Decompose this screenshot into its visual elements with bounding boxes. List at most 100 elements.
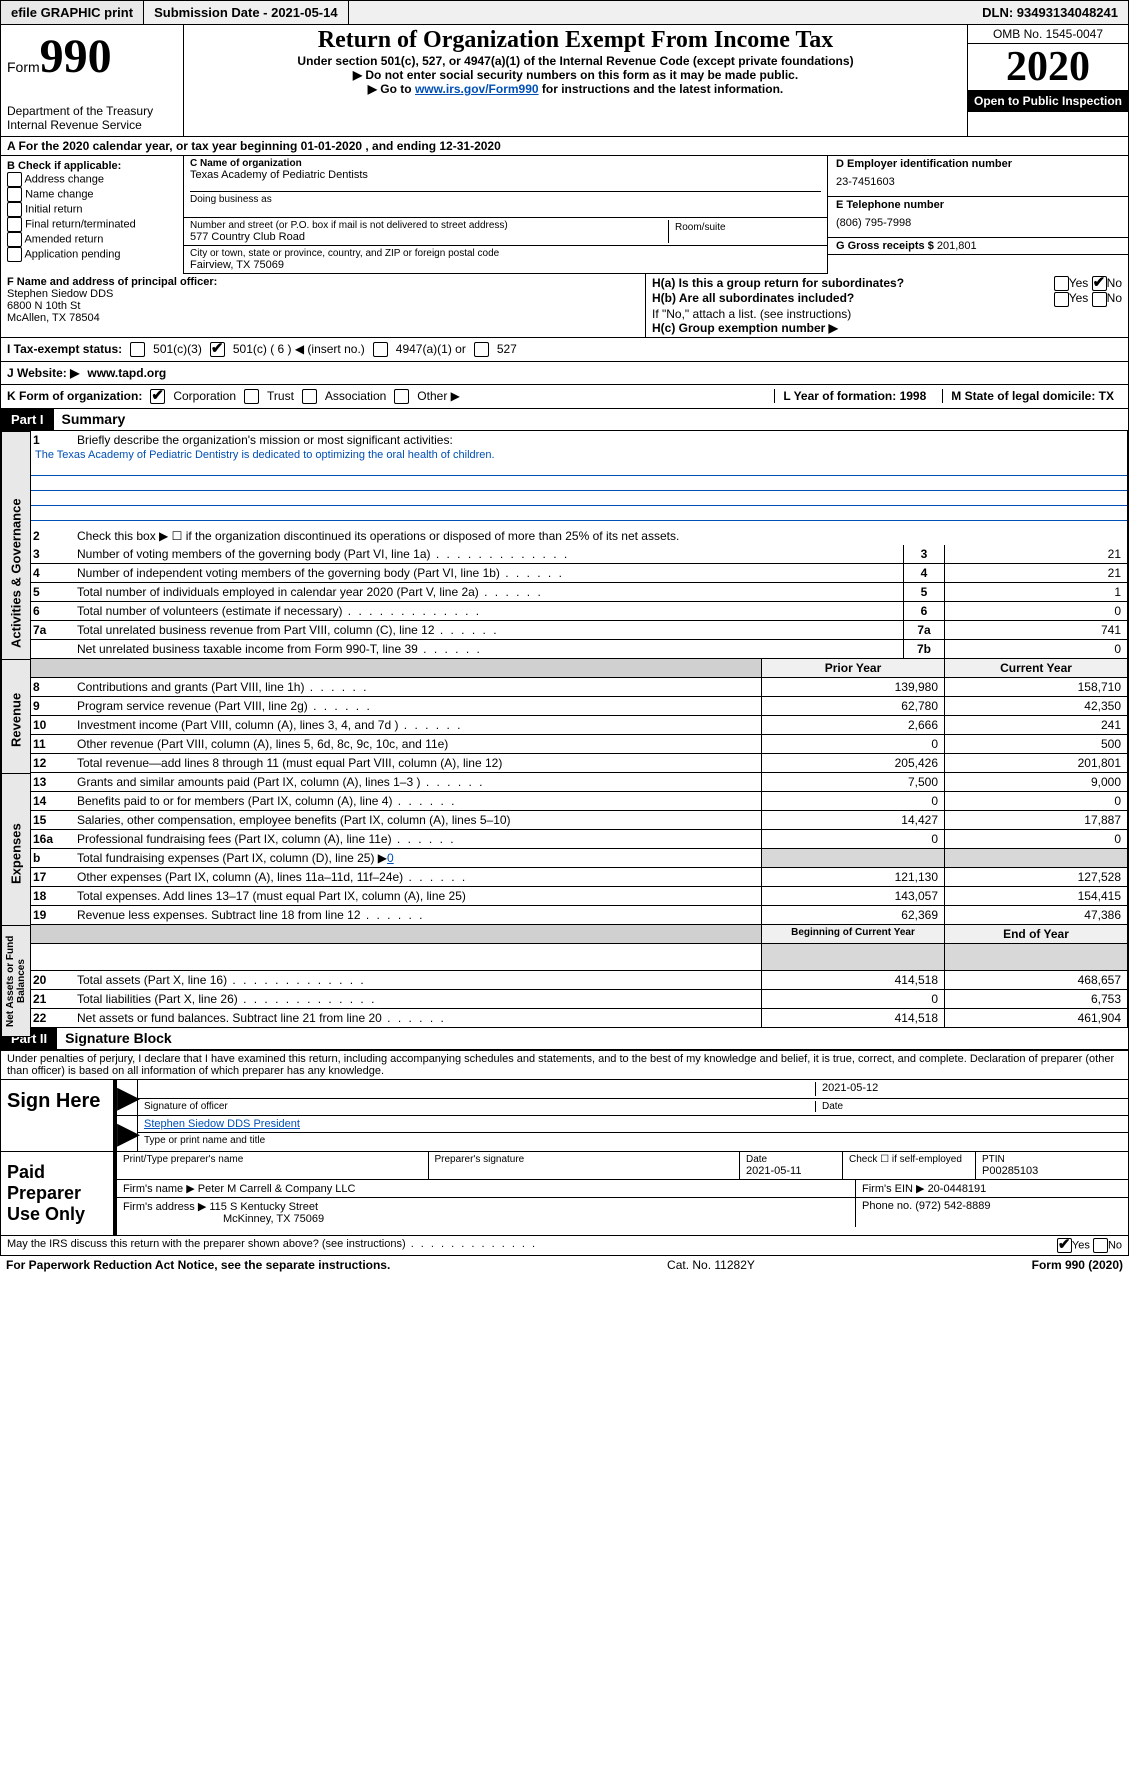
line19-label: Revenue less expenses. Subtract line 18 … (73, 906, 761, 924)
public-inspection-tag: Open to Public Inspection (968, 90, 1128, 112)
phone-label: Phone no. (862, 1200, 912, 1212)
street-address: 577 Country Club Road (190, 231, 668, 243)
form-label: Form (7, 59, 40, 75)
name-change-checkbox[interactable] (7, 187, 22, 202)
submission-date-label: Submission Date - 2021-05-14 (144, 1, 349, 24)
line19-prior: 62,369 (761, 906, 944, 924)
line4-value: 21 (944, 564, 1127, 582)
website-value: www.tapd.org (87, 366, 166, 380)
line13-curr: 9,000 (944, 773, 1127, 791)
identity-block: B Check if applicable: Address change Na… (0, 156, 1129, 274)
irs-label: Internal Revenue Service (7, 118, 177, 132)
part1-container: Part I Summary Activities & Governance 1… (0, 409, 1129, 1028)
efile-print-button[interactable]: efile GRAPHIC print (1, 1, 144, 24)
opt-address-change: Address change (24, 173, 104, 185)
revenue-tab: Revenue (1, 659, 31, 781)
501c3-checkbox[interactable] (130, 342, 145, 357)
line12-curr: 201,801 (944, 754, 1127, 772)
address-change-checkbox[interactable] (7, 172, 22, 187)
discuss-yes-checkbox[interactable] (1057, 1238, 1072, 1253)
line16b-label: Total fundraising expenses (Part IX, col… (77, 851, 387, 865)
cat-number: Cat. No. 11282Y (667, 1258, 755, 1272)
line14-prior: 0 (761, 792, 944, 810)
officer-typed-name: Stephen Siedow DDS President (138, 1116, 1128, 1133)
begin-year-header: Beginning of Current Year (761, 925, 944, 943)
phone-value: (972) 542-8889 (915, 1200, 990, 1212)
discuss-yes-label: Yes (1072, 1239, 1090, 1251)
hb-yes-checkbox[interactable] (1054, 292, 1069, 307)
officer-addr1: 6800 N 10th St (7, 300, 639, 312)
line11-curr: 500 (944, 735, 1127, 753)
ha-yes-checkbox[interactable] (1054, 276, 1069, 291)
hb-no-label: No (1107, 291, 1122, 305)
line6-value: 0 (944, 602, 1127, 620)
application-pending-checkbox[interactable] (7, 247, 22, 262)
opt-amended-return: Amended return (24, 233, 103, 245)
gross-receipts-label: G Gross receipts $ (836, 240, 937, 252)
preparer-sig-label: Preparer's signature (428, 1152, 740, 1179)
form-footer-label: Form 990 (2020) (1032, 1258, 1123, 1272)
ha-no-checkbox[interactable] (1092, 276, 1107, 291)
amended-return-checkbox[interactable] (7, 232, 22, 247)
part2-title: Signature Block (57, 1028, 180, 1048)
city-state-zip: Fairview, TX 75069 (190, 259, 821, 271)
501c-checkbox[interactable] (210, 342, 225, 357)
netassets-tab: Net Assets or Fund Balances (1, 925, 31, 1037)
ssn-warning: ▶ Do not enter social security numbers o… (190, 68, 961, 82)
line7a-value: 741 (944, 621, 1127, 639)
line20-prior: 414,518 (761, 971, 944, 989)
group-return-label: H(a) Is this a group return for subordin… (652, 276, 904, 291)
line21-label: Total liabilities (Part X, line 26) (73, 990, 761, 1008)
tax-exempt-row: I Tax-exempt status: 501(c)(3) 501(c) ( … (0, 338, 1129, 362)
opt-initial-return: Initial return (25, 203, 82, 215)
footer-row: For Paperwork Reduction Act Notice, see … (0, 1256, 1129, 1274)
hb-no-checkbox[interactable] (1092, 292, 1107, 307)
firm-ein-value: 20-0448191 (928, 1183, 987, 1195)
527-checkbox[interactable] (474, 342, 489, 357)
sig-officer-label: Signature of officer (144, 1101, 815, 1112)
self-employed-check: Check ☐ if self-employed (842, 1152, 975, 1179)
corporation-label: Corporation (173, 389, 236, 403)
opt-final-return: Final return/terminated (25, 218, 136, 230)
room-suite-label: Room/suite (669, 220, 821, 243)
other-checkbox[interactable] (394, 389, 409, 404)
opt-name-change: Name change (25, 188, 94, 200)
paid-preparer-label: Paid Preparer Use Only (1, 1152, 117, 1235)
initial-return-checkbox[interactable] (7, 202, 22, 217)
corporation-checkbox[interactable] (150, 389, 165, 404)
line5-value: 1 (944, 583, 1127, 601)
opt-application-pending: Application pending (24, 248, 120, 260)
firm-ein-label: Firm's EIN ▶ (862, 1183, 925, 1195)
website-label: J Website: ▶ (7, 366, 79, 380)
firm-name-value: Peter M Carrell & Company LLC (198, 1183, 356, 1195)
501c3-label: 501(c)(3) (153, 342, 202, 356)
dept-treasury: Department of the Treasury (7, 104, 177, 118)
signature-block: Under penalties of perjury, I declare th… (0, 1051, 1129, 1236)
dln-label: DLN: 93493134048241 (972, 1, 1128, 24)
form-subtitle: Under section 501(c), 527, or 4947(a)(1)… (190, 54, 961, 68)
final-return-checkbox[interactable] (7, 217, 22, 232)
4947-checkbox[interactable] (373, 342, 388, 357)
tax-year-row: A For the 2020 calendar year, or tax yea… (0, 137, 1129, 156)
line22-label: Net assets or fund balances. Subtract li… (73, 1009, 761, 1027)
principal-officer-label: F Name and address of principal officer: (7, 276, 639, 288)
attach-list-note: If "No," attach a list. (see instruction… (652, 307, 1122, 321)
officer-addr2: McAllen, TX 78504 (7, 312, 639, 324)
prep-date-value: 2021-05-11 (746, 1165, 836, 1177)
discuss-no-checkbox[interactable] (1093, 1238, 1108, 1253)
line4-label: Number of independent voting members of … (73, 564, 903, 582)
telephone-value: (806) 795-7998 (836, 211, 1120, 235)
line6-label: Total number of volunteers (estimate if … (73, 602, 903, 620)
line14-curr: 0 (944, 792, 1127, 810)
irs-form990-link[interactable]: www.irs.gov/Form990 (415, 82, 539, 96)
line17-curr: 127,528 (944, 868, 1127, 886)
line21-prior: 0 (761, 990, 944, 1008)
org-name: Texas Academy of Pediatric Dentists (190, 169, 821, 181)
address-label: Number and street (or P.O. box if mail i… (190, 220, 668, 231)
trust-checkbox[interactable] (244, 389, 259, 404)
association-label: Association (325, 389, 386, 403)
year-formation: L Year of formation: 1998 (774, 389, 934, 403)
association-checkbox[interactable] (302, 389, 317, 404)
line14-label: Benefits paid to or for members (Part IX… (73, 792, 761, 810)
line8-curr: 158,710 (944, 678, 1127, 696)
